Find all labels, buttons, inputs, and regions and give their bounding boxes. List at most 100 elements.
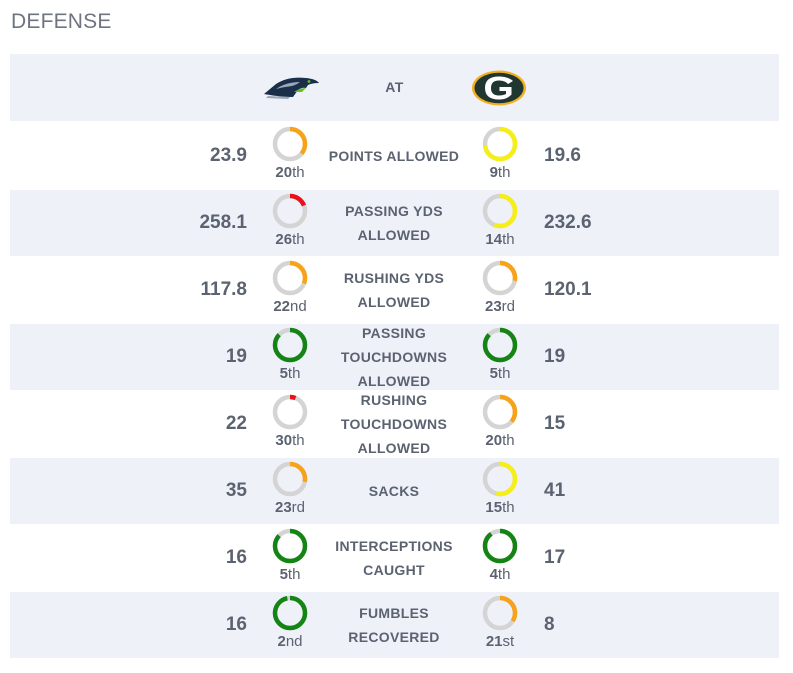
home-stat-value: 19.6 [544,145,581,166]
seahawks-logo-icon[interactable] [262,74,320,100]
home-rank-text: 4th [476,566,524,583]
home-rank-ring [482,595,518,631]
home-stat-value: 15 [544,413,566,434]
away-stat-value: 23.9 [210,145,247,166]
stat-label: RUSHING YDS ALLOWED [343,270,445,310]
away-stat-value: 16 [225,614,247,635]
away-rank: 26th [266,192,314,248]
home-rank: 9th [476,125,524,181]
stat-label: RUSHING TOUCHDOWNS ALLOWED [340,392,448,456]
home-rank-text: 9th [476,164,524,181]
rank-suffix: th [497,164,511,181]
stat-row: 16 2nd FUMBLES RECOVERED 21st [10,592,779,658]
rank-suffix: th [502,432,515,449]
home-rank-text: 21st [476,633,524,650]
rank-ring-fill [482,461,518,497]
rank-suffix: th [292,432,305,449]
packers-logo-icon[interactable] [471,70,527,106]
home-rank-ring [482,260,518,296]
stat-label: POINTS ALLOWED [328,148,460,164]
rank-ring-track [272,394,308,430]
rank-suffix: th [287,566,301,583]
home-rank-ring [482,394,518,430]
rank-suffix: th [292,164,305,181]
home-rank-text: 23rd [476,298,524,315]
rank-number: 2 [277,633,286,650]
at-label: AT [385,79,404,95]
away-rank-ring [272,394,308,430]
stat-row: 35 23rd SACKS 15th 41 [10,458,779,524]
home-stat-value: 19 [544,346,566,367]
rank-number: 30 [275,432,293,449]
away-stat-value: 22 [225,413,247,434]
away-rank: 23rd [266,460,314,516]
stat-label: SACKS [368,483,420,499]
home-rank-ring [482,461,518,497]
away-stat-value: 35 [225,480,247,501]
stat-row: 16 5th INTERCEPTIONS CAUGHT 4th [10,525,779,591]
home-stat-value: 41 [544,480,566,501]
rank-number: 5 [279,566,288,583]
away-rank-ring [272,528,308,564]
away-rank: 22nd [266,259,314,315]
away-rank-text: 2nd [266,633,314,650]
stat-row: 117.8 22nd RUSHING YDS ALLOWED 23rd [10,257,779,323]
section-title: DEFENSE [11,10,112,33]
rank-ring-fill [482,126,518,162]
away-rank: 5th [266,326,314,382]
rank-ring-fill [272,193,308,229]
rank-suffix: st [502,633,515,650]
rank-suffix: nd [285,633,303,650]
away-stat-value: 117.8 [200,279,248,300]
matchup-header: AT [10,54,779,122]
away-stat-value: 258.1 [199,212,247,233]
rank-suffix: th [292,231,305,248]
rank-ring-fill [482,260,518,296]
rank-suffix: nd [290,298,307,315]
stat-row: 19 5th PASSING TOUCHDOWNS ALLOWED 5th [10,324,779,390]
home-stat-value: 8 [544,614,555,635]
away-rank-text: 20th [266,164,314,181]
rank-number: 23 [274,499,292,516]
rank-suffix: th [502,231,515,248]
home-stat-value: 120.1 [544,279,592,300]
rank-suffix: th [502,499,515,516]
away-rank-text: 22nd [266,298,314,315]
rank-ring-fill [272,528,308,564]
stat-label: INTERCEPTIONS CAUGHT [335,538,453,578]
away-rank: 30th [266,393,314,449]
away-rank: 20th [266,125,314,181]
rank-number: 14 [485,231,503,248]
away-rank: 2nd [266,594,314,650]
rank-number: 23 [484,298,502,315]
rank-number: 15 [485,499,503,516]
home-rank-ring [482,126,518,162]
home-rank-text: 20th [476,432,524,449]
stat-label: PASSING TOUCHDOWNS ALLOWED [340,325,448,389]
stat-label: FUMBLES RECOVERED [348,605,440,645]
home-rank: 20th [476,393,524,449]
rank-ring-fill [272,260,308,296]
away-rank-ring [272,193,308,229]
home-rank: 5th [476,326,524,382]
home-rank: 4th [476,527,524,583]
rank-ring-fill [482,528,518,564]
rank-number: 26 [275,231,293,248]
away-rank-text: 5th [266,365,314,382]
away-rank: 5th [266,527,314,583]
rank-ring-fill [482,394,518,430]
rank-suffix: rd [291,499,306,516]
home-rank: 21st [476,594,524,650]
rank-number: 22 [273,298,290,315]
away-rank-ring [272,260,308,296]
rank-ring-fill [272,394,308,430]
rank-suffix: th [497,566,511,583]
rank-ring-fill [482,595,518,631]
home-stat-value: 232.6 [544,212,592,233]
home-rank-text: 5th [476,365,524,382]
home-rank: 23rd [476,259,524,315]
rank-number: 5 [489,365,498,382]
rank-number: 9 [489,164,498,181]
rank-ring-fill [272,126,308,162]
rank-number: 4 [489,566,498,583]
